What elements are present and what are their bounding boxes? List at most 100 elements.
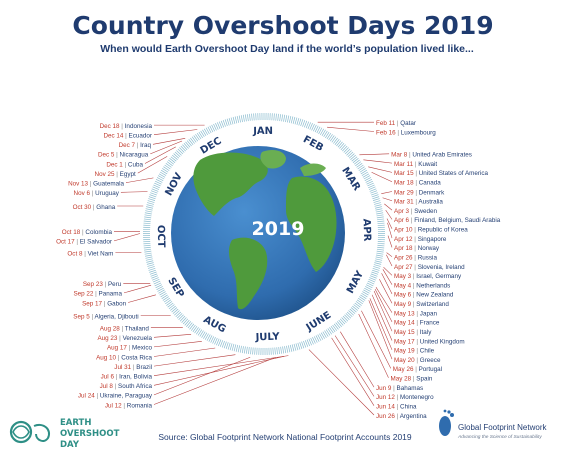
country-name: Sweden: [414, 208, 437, 215]
day-tick: [321, 129, 326, 137]
overshoot-date: Jun 9: [376, 385, 392, 392]
separator: |: [117, 335, 122, 342]
country-label: Aug 23 | Venezuela: [97, 335, 152, 342]
day-tick: [163, 166, 170, 171]
leader-line: [327, 126, 375, 132]
leader-line: [374, 288, 393, 323]
separator: |: [91, 204, 96, 211]
day-tick: [338, 319, 344, 326]
overshoot-date: Oct 18: [62, 229, 81, 236]
day-tick: [205, 127, 210, 135]
day-tick: [367, 280, 375, 285]
day-tick: [152, 186, 160, 190]
country-name: Indonesia: [125, 123, 153, 130]
day-tick: [326, 132, 332, 140]
day-tick: [197, 329, 203, 336]
leader-line: [383, 267, 393, 276]
day-tick: [157, 287, 164, 292]
day-tick: [182, 144, 188, 151]
leader-line: [150, 140, 183, 155]
day-tick: [170, 305, 176, 311]
day-tick: [150, 192, 157, 196]
footprint-tagline: Advancing the Science of Sustainability: [457, 434, 542, 440]
overshoot-date: Jul 31: [114, 364, 131, 371]
day-tick: [154, 182, 161, 187]
day-tick: [368, 278, 376, 283]
overshoot-date: Sep 5: [73, 313, 90, 320]
day-tick: [372, 196, 380, 200]
day-tick: [367, 182, 374, 187]
day-tick: [159, 171, 167, 176]
day-tick: [233, 344, 237, 352]
day-tick: [374, 260, 382, 263]
day-tick: [162, 168, 169, 173]
day-tick: [372, 269, 379, 273]
overshoot-date: Mar 31: [394, 199, 414, 206]
overshoot-date: Mar 29: [394, 189, 414, 196]
day-tick: [315, 335, 320, 342]
day-tick: [350, 307, 357, 313]
separator: |: [120, 325, 125, 332]
day-tick: [192, 326, 198, 333]
day-tick: [172, 154, 178, 160]
day-tick: [147, 266, 155, 269]
day-tick: [373, 200, 381, 203]
day-tick: [234, 116, 238, 124]
day-tick: [375, 258, 383, 261]
country-label: May 13 | Japan: [394, 310, 437, 317]
overshoot-date: Apr 12: [394, 236, 413, 243]
separator: |: [114, 373, 119, 380]
day-tick: [285, 115, 288, 123]
month-label-july: JULY: [254, 331, 280, 343]
leader-line: [153, 356, 251, 396]
page-subtitle: When would Earth Overshoot Day land if t…: [100, 43, 474, 55]
day-tick: [353, 304, 360, 310]
day-tick: [174, 151, 181, 158]
day-tick: [231, 343, 235, 351]
country-name: South Africa: [118, 383, 152, 390]
day-tick: [230, 117, 234, 125]
leader-line: [334, 335, 375, 397]
day-tick: [322, 331, 327, 338]
leader-line: [144, 146, 176, 164]
day-tick: [296, 118, 300, 125]
country-label: Jul 8 | South Africa: [100, 383, 153, 390]
country-name: Canada: [419, 180, 442, 187]
leader-line: [137, 156, 168, 174]
day-tick: [195, 328, 201, 335]
overshoot-date: Dec 7: [119, 142, 136, 149]
day-tick: [375, 254, 383, 257]
country-label: Dec 18 | Indonesia: [100, 123, 153, 130]
day-tick: [249, 113, 251, 121]
day-tick: [146, 204, 154, 207]
day-tick: [300, 119, 304, 127]
day-tick: [310, 337, 314, 345]
day-tick: [199, 330, 204, 337]
day-tick: [210, 336, 215, 343]
day-tick: [327, 328, 333, 335]
day-tick: [150, 190, 158, 194]
day-tick: [329, 327, 334, 334]
day-tick: [350, 154, 356, 160]
country-name: Mexico: [132, 345, 152, 352]
leader-line: [331, 337, 375, 406]
day-tick: [164, 299, 172, 305]
overshoot-date: Aug 23: [97, 335, 117, 342]
day-tick: [303, 120, 308, 128]
country-label: Mar 8 | United Arab Emirates: [391, 152, 472, 159]
separator: |: [114, 152, 119, 159]
country-name: Ukraine, Paraguay: [100, 393, 153, 400]
leader-line: [381, 191, 393, 194]
country-name: New Zealand: [416, 292, 454, 299]
day-tick: [361, 292, 368, 298]
day-tick: [343, 147, 349, 153]
overshoot-date: May 15: [394, 329, 415, 336]
country-name: Iran, Bolivia: [119, 373, 152, 380]
day-tick: [352, 305, 358, 311]
day-tick: [178, 314, 184, 320]
day-tick: [180, 145, 186, 152]
day-tick: [375, 208, 383, 211]
country-name: Qatar: [400, 120, 416, 127]
separator: |: [413, 236, 418, 243]
day-tick: [373, 266, 381, 269]
